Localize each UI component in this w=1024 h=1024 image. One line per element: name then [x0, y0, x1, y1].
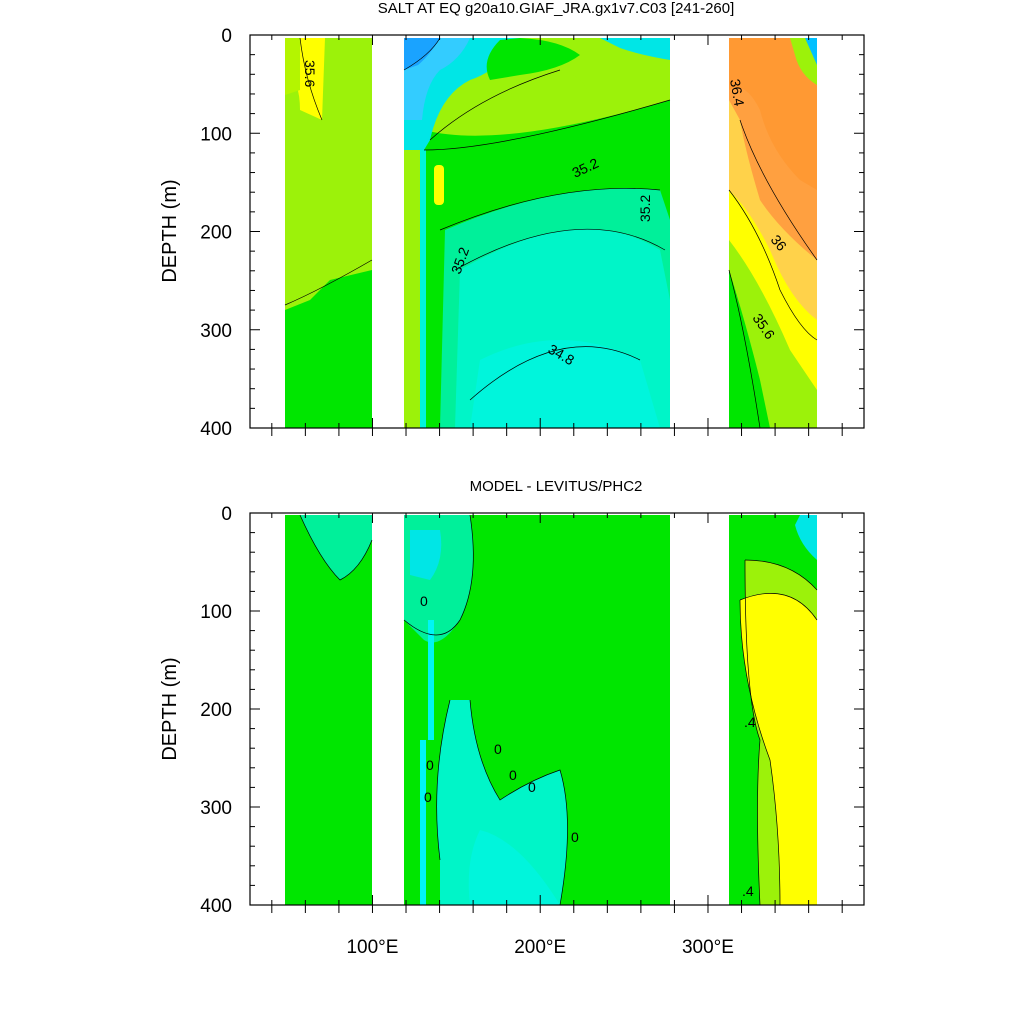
y-tick-label: 400: [200, 419, 232, 440]
salinity-panel: SALT AT EQ g20a10.GIAF_JRA.gx1v7.C03 [24…: [159, 0, 865, 440]
y-tick-label: 300: [200, 321, 232, 342]
y-tick-label: 200: [200, 700, 232, 721]
contour-lines: [299, 514, 818, 906]
contour-label: 35.6: [302, 60, 318, 87]
y-axis-label: DEPTH (m): [159, 179, 181, 282]
contour-lines: [284, 37, 818, 429]
y-tick-label: 100: [200, 124, 232, 145]
contour-label: .4: [744, 714, 756, 730]
y-axis-label: DEPTH (m): [159, 657, 181, 760]
panel-title: MODEL - LEVITUS/PHC2: [470, 478, 643, 495]
salinity-field: [285, 38, 817, 428]
contour-label: 0: [426, 757, 434, 773]
contour-label: 0: [494, 741, 502, 757]
contour-label: 35.2: [637, 195, 653, 222]
contour-labels: 0 0 0 0 0 0 0 .4 .4: [420, 593, 756, 899]
contour-label: 0: [528, 779, 536, 795]
y-tick-label: 200: [200, 223, 232, 244]
contour-label: 0: [420, 593, 428, 609]
y-tick-label: 300: [200, 798, 232, 819]
panel-title: SALT AT EQ g20a10.GIAF_JRA.gx1v7.C03 [24…: [378, 0, 735, 17]
axis-ticks: 0 100 200 300 400 100°E 200°E 300°E: [200, 504, 864, 958]
contour-label: 36.4: [727, 78, 748, 108]
contour-label: 0: [509, 767, 517, 783]
x-tick-label: 200°E: [514, 937, 566, 958]
y-tick-label: 0: [221, 504, 232, 525]
contour-label: .4: [742, 883, 754, 899]
difference-field: [285, 515, 817, 905]
contour-label: 0: [424, 789, 432, 805]
y-tick-label: 0: [221, 26, 232, 47]
y-tick-label: 100: [200, 602, 232, 623]
difference-panel: MODEL - LEVITUS/PHC2: [159, 478, 865, 958]
x-tick-label: 300°E: [682, 937, 734, 958]
y-tick-label: 400: [200, 896, 232, 917]
contour-label: 0: [571, 829, 579, 845]
x-tick-label: 100°E: [346, 937, 398, 958]
